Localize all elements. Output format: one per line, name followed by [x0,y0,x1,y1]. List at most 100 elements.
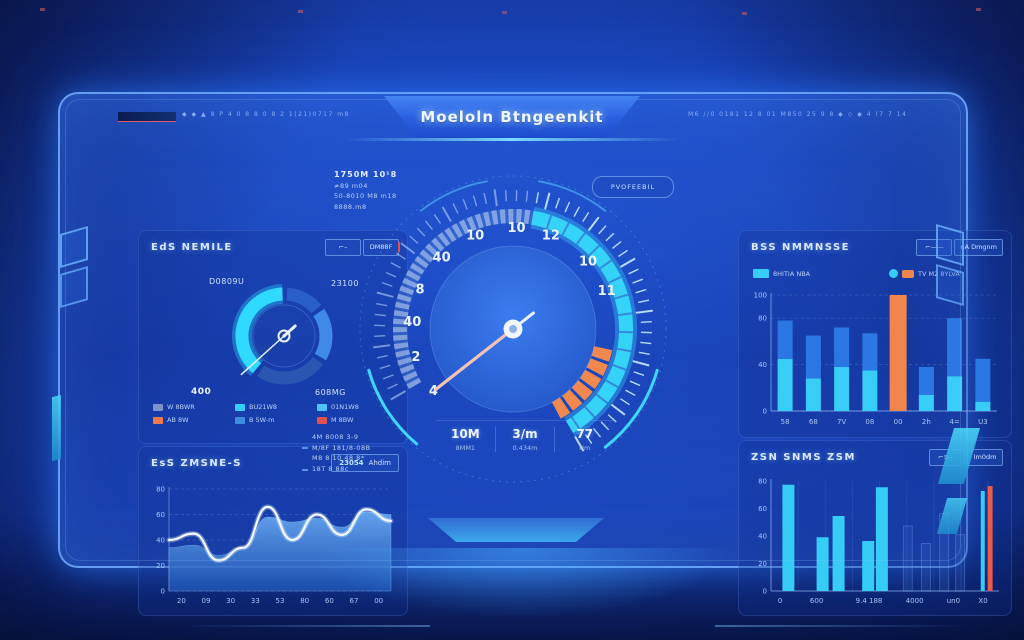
svg-text:80: 80 [300,597,309,605]
bar-solid [782,484,795,591]
info-marker [302,469,308,471]
svg-text:2h: 2h [922,418,931,426]
svg-text:20: 20 [156,562,165,570]
bar-solid [875,487,888,591]
logo-chip [118,112,176,122]
svg-text:30: 30 [226,597,235,605]
bar-bottom [777,358,793,411]
svg-text:68: 68 [809,418,818,426]
legend-swatch [235,416,245,424]
svg-text:00: 00 [894,418,903,426]
svg-text:U3: U3 [978,418,988,426]
status-glyphs-left: ◆ ◆ ▲ 8 P 4 0 8 8 0 8 2 1(21)0717 m8 [182,111,350,118]
legend-label: AB 8W [167,416,189,424]
scale-number: 11 [598,284,616,299]
legend-item[interactable]: BU21W8 [235,403,311,411]
line-series [167,505,393,562]
bar-highlight [889,295,907,411]
svg-text:58: 58 [781,418,790,426]
panel-distribution: ZSN SNMS ZSM ⌐≡— Im0dm 80604020006009.4 … [738,440,1012,616]
svg-text:4=: 4= [949,418,959,426]
panel-button[interactable]: ⌐—— [916,238,953,256]
bar-bottom [975,401,991,411]
bar-ghost [902,525,913,592]
dashboard-frame: EdS NEMILE ⌐– DM88F D0809U 23100 400 608… [58,92,1012,627]
panel-button[interactable]: Im0dm [967,448,1003,466]
legend-item[interactable]: 01N1W8 [317,403,393,411]
svg-text:40: 40 [758,361,767,369]
noise-speck [298,10,303,13]
legend-swatch [153,403,163,411]
stat-item: 10M 8MM1 [436,427,495,452]
stat-value: 77 [576,427,594,441]
scale-number: 8 [416,283,425,298]
trend-filter-button[interactable]: 23054 Ahdim [331,454,399,472]
svg-text:20: 20 [758,560,767,568]
scale-number: 10 [466,228,484,243]
svg-text:40: 40 [156,537,165,545]
donut-segment [235,287,284,374]
bar-solid [816,537,829,591]
svg-text:600: 600 [810,597,823,605]
donut-segment [313,308,333,361]
legend-label: B 5W-m [249,416,275,424]
scale-number: 10 [507,221,525,236]
accent-arc [367,368,419,446]
bar-ghost [921,543,931,592]
panel-category-bars: BSS NMMNSSE ⌐—— uA Dmgnm 8HITIA NBA TV M… [738,230,1012,438]
legend-swatch [153,416,163,424]
bottom-accent-line-left [180,625,430,627]
gauge-info-bottom: 4M 8008 3-9 M/8F 181/8-08B M8 8 10 48 8* 18… [312,432,438,474]
info-line: M8 8 10 48 8* [312,454,365,462]
bar-bottom [834,366,850,411]
status-glyphs-right: M6 //0 0181 12 8 01 M850 25 9 8 ◆ ◇ ◆ 4 … [688,111,908,118]
panel-title: EdS NEMILE [151,241,233,253]
cyan-band [531,210,634,433]
panel-button[interactable]: DM88F [363,238,400,256]
bar-legend-item[interactable]: TV M2 8YLVA [889,269,960,278]
info-line: 4M 8008 3-9 [312,433,359,441]
legend-swatch [235,403,245,411]
floor-glow [312,548,732,618]
bar-legend-item[interactable]: 8HITIA NBA [753,269,810,278]
bar-thin [980,491,985,591]
svg-text:0: 0 [161,588,165,596]
accent-arc [419,180,488,212]
svg-text:80: 80 [156,486,165,494]
svg-text:60: 60 [758,505,767,513]
title-bar: Moeloln Btngeenkit [384,96,640,138]
svg-text:40: 40 [758,533,767,541]
stat-label: 8MM1 [455,444,476,452]
svg-text:X0: X0 [978,597,987,605]
panel-title: BSS NMMNSSE [751,241,850,253]
noise-speck [502,11,507,14]
panel-gauge-summary: EdS NEMILE ⌐– DM88F D0809U 23100 400 608… [138,230,408,444]
legend-item[interactable]: B 5W-m [235,416,311,424]
legend-label: BU21W8 [249,403,278,411]
scale-number: 10 [579,254,597,269]
summary-donut-gauge [231,284,333,385]
bar-solid [832,516,845,591]
bar-solid [862,541,875,591]
legend-item[interactable]: M 8BW [317,416,393,424]
panel-button[interactable]: ⌐– [325,238,361,256]
gauge-mode-button[interactable]: PVOFEEBIL [592,176,674,198]
legend-swatch [317,416,327,424]
gauge-label-top-left: D0809U [209,277,245,286]
bar-top [947,318,963,377]
gauge-label-bottom-right: 608MG [315,388,346,397]
distribution-bar-chart: 80 60 40 20 0 0 600 9.4 188 4000 un0 X0 [758,478,999,605]
alert-tick [398,241,400,252]
svg-text:0: 0 [763,408,767,416]
orange-band [551,345,613,419]
legend-item[interactable]: W 8BWR [153,403,229,411]
panel-button[interactable]: uA Dmgnm [954,238,1003,256]
legend-item[interactable]: AB 8W [153,416,229,424]
svg-text:80: 80 [758,315,767,323]
scale-number: 2 [411,350,420,365]
svg-text:0: 0 [778,597,782,605]
bar-bottom [805,378,821,411]
accent-arc [538,180,607,212]
